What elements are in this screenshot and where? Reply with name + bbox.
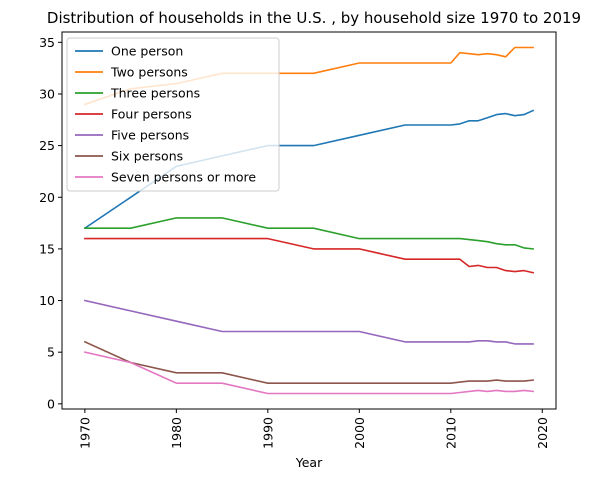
legend-label-2: Three persons: [110, 86, 200, 101]
x-axis-label: Year: [295, 455, 323, 470]
y-tick-label-5: 25: [39, 138, 55, 153]
legend: One person Two persons Three persons Four p…: [66, 37, 280, 192]
legend-label-1: Two persons: [110, 65, 188, 80]
x-axis: 1970 1980 1990 2000 2010 2020: [77, 409, 550, 449]
x-tick-label-2: 1990: [260, 417, 275, 449]
series-line-5: [83, 340, 534, 385]
series-line-2: [84, 217, 534, 250]
y-tick-label-3: 15: [39, 241, 55, 256]
series-line-4: [83, 299, 534, 345]
legend-box: [66, 37, 280, 192]
x-tick-label-0: 1970: [77, 417, 92, 449]
legend-label-4: Five persons: [111, 128, 189, 143]
legend-label-0: One person: [111, 44, 183, 59]
legend-label-3: Four persons: [111, 107, 192, 122]
axes-frame: [61, 31, 557, 410]
x-tick-label-5: 2020: [535, 417, 550, 449]
y-axis: 0 5 10 15 20 25 30 35: [39, 35, 62, 411]
y-tick-label-7: 35: [39, 35, 55, 50]
series-line-6: [83, 351, 534, 395]
x-tick-label-1: 1980: [169, 417, 184, 449]
legend-label-5: Six persons: [111, 149, 183, 164]
y-tick-label-0: 0: [47, 396, 55, 411]
y-tick-label-4: 20: [39, 190, 55, 205]
series-line-3: [84, 237, 535, 274]
y-tick-label-2: 10: [39, 293, 55, 308]
chart-title: Distribution of households in the U.S. ,…: [47, 9, 581, 27]
y-tick-label-6: 30: [39, 86, 55, 101]
legend-label-6: Seven persons or more: [111, 170, 256, 185]
y-tick-label-1: 5: [47, 345, 55, 360]
x-tick-label-4: 2010: [443, 417, 458, 449]
x-tick-label-3: 2000: [352, 417, 367, 449]
